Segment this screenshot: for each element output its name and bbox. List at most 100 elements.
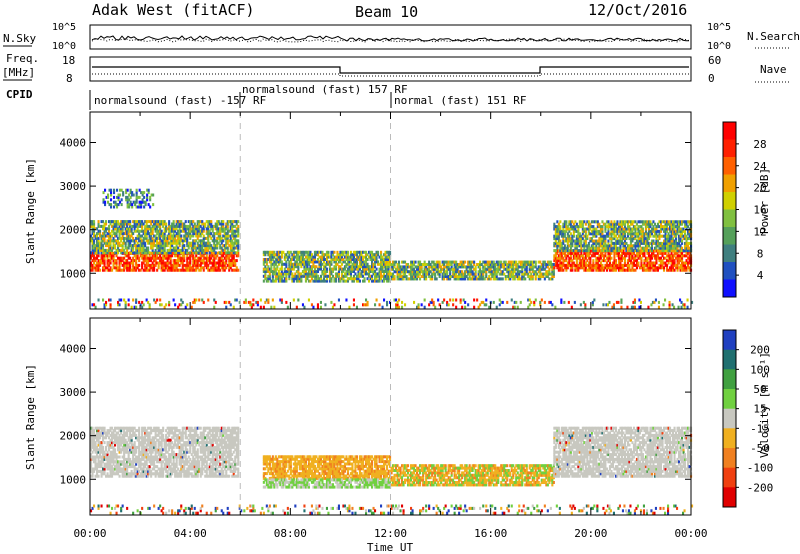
power-cell [605, 232, 608, 236]
power-cell [270, 279, 273, 283]
power-cell [592, 244, 595, 248]
power-cell [184, 263, 187, 267]
power-cell [205, 244, 208, 248]
power-cell [664, 239, 667, 243]
power-cell [168, 303, 171, 307]
power-cell [396, 272, 399, 276]
power-cell [199, 229, 202, 233]
power-cell [531, 270, 534, 274]
power-cell [498, 260, 501, 264]
power-cell [156, 246, 159, 250]
power-cell [268, 255, 271, 259]
power-cell [193, 244, 196, 248]
power-cell [601, 225, 604, 229]
power-cell [276, 272, 279, 276]
power-cell [129, 236, 132, 240]
power-cell [124, 261, 127, 265]
power-cell [678, 222, 681, 226]
power-cell [562, 251, 565, 255]
power-cell [324, 270, 327, 273]
power-cell [148, 305, 151, 309]
power-cell [575, 241, 578, 245]
power-cell [599, 234, 602, 238]
power-cell [93, 227, 96, 231]
power-cell [631, 239, 634, 243]
power-cell [112, 251, 115, 255]
power-cell [136, 229, 139, 233]
power-cell [655, 244, 658, 248]
power-cell [643, 259, 646, 263]
power-cell [151, 261, 154, 265]
power-cell [599, 266, 602, 270]
power-cell [91, 248, 94, 252]
power-cell [685, 237, 688, 241]
power-cell [395, 303, 398, 307]
power-cell [322, 265, 325, 269]
power-cell [590, 244, 593, 248]
power-cell [237, 232, 240, 236]
power-cell [345, 253, 348, 257]
power-cell [386, 303, 389, 307]
power-cell [509, 272, 512, 276]
power-cell [91, 224, 94, 228]
power-cell [189, 254, 192, 258]
power-cell [183, 244, 186, 248]
power-cell [285, 272, 288, 276]
power-cell [166, 259, 169, 263]
power-cell [232, 229, 235, 233]
power-cell [494, 263, 497, 266]
power-cell [108, 236, 111, 240]
power-cell [572, 222, 575, 226]
power-cell [643, 266, 646, 270]
power-cell [223, 244, 226, 248]
power-cell [464, 272, 467, 276]
power-cell [195, 254, 198, 258]
power-cell [207, 232, 210, 236]
power-cell [568, 259, 571, 263]
beam-title: Beam 10 [355, 3, 418, 21]
power-cell [610, 237, 613, 241]
power-cell [625, 237, 628, 241]
power-cell [130, 234, 133, 238]
power-cell [145, 224, 148, 228]
power-cell [229, 239, 232, 243]
power-cell [144, 224, 147, 228]
power-cell [99, 241, 102, 245]
power-cell [507, 265, 510, 269]
power-cell [622, 222, 625, 226]
power-cell [118, 248, 121, 252]
power-cell [666, 249, 669, 253]
power-cell [117, 229, 120, 233]
power-cell [288, 255, 291, 259]
power-cell [629, 237, 632, 241]
power-cell [681, 227, 684, 231]
power-cell [426, 263, 429, 266]
power-cell [268, 267, 271, 271]
power-cell [138, 205, 141, 209]
power-cell [595, 232, 598, 236]
power-cell [159, 256, 162, 260]
power-cell [129, 256, 132, 260]
power-cell [232, 251, 235, 255]
power-cell [99, 268, 102, 272]
power-cell [599, 239, 602, 243]
power-cell [124, 227, 127, 231]
power-cell [604, 266, 607, 270]
power-cell [647, 256, 650, 260]
power-cell [171, 227, 174, 231]
power-cell [153, 224, 156, 228]
power-cell [512, 275, 515, 278]
power-cell [208, 224, 211, 228]
power-cell [625, 263, 628, 267]
power-cell [160, 239, 163, 243]
power-cell [217, 256, 220, 260]
power-cell [123, 224, 126, 228]
power-cell [180, 234, 183, 238]
power-cell [563, 234, 566, 238]
power-cell [337, 253, 340, 257]
power-cell [596, 256, 599, 260]
power-cell [392, 260, 395, 264]
power-cell [297, 262, 300, 266]
power-cell [183, 259, 186, 263]
power-cell [351, 258, 354, 261]
